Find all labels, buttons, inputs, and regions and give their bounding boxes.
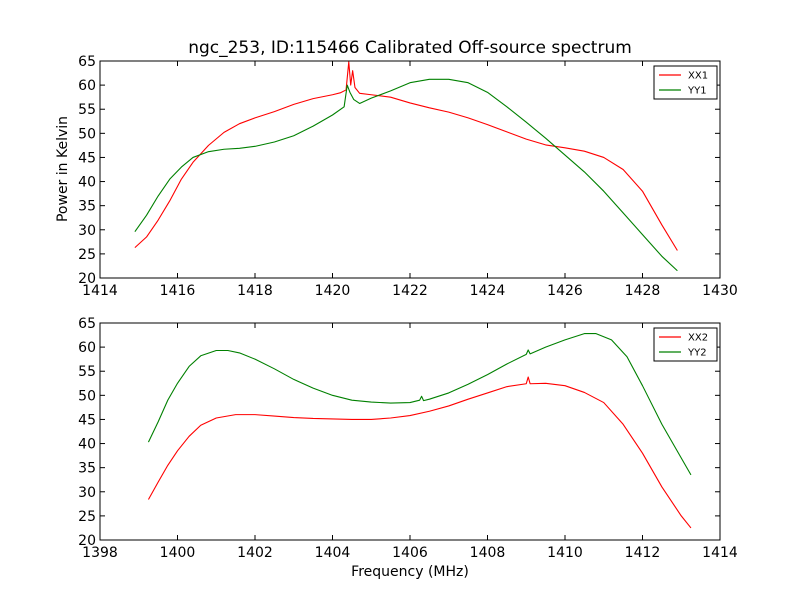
bottom-y-tick-label: 50 [78, 388, 96, 404]
top-x-tick-label: 1414 [82, 283, 118, 299]
top-x-tick-label: 1424 [470, 283, 506, 299]
top-series-line-yy1 [134, 78, 678, 272]
top-y-tick-label: 60 [78, 78, 96, 94]
top-legend-label-xx1: XX1 [688, 71, 708, 82]
bottom-legend-box [653, 327, 718, 362]
bottom-legend-label-yy2: YY2 [687, 348, 707, 359]
top-y-tick-label: 20 [78, 271, 96, 287]
bottom-chart-panel: 1398 1400 1402 1404 1406 1408 1410 1412 1414 20 25… [78, 316, 738, 561]
bottom-x-tick-label: 1398 [82, 545, 118, 561]
top-x-tick-label: 1426 [547, 283, 583, 299]
bottom-x-tick-label: 1410 [547, 545, 583, 561]
bottom-x-tick-label: 1402 [237, 545, 273, 561]
figure-title: ngc_253, ID:115466 Calibrated Off-source… [188, 38, 632, 58]
bottom-x-tick-label: 1404 [315, 545, 351, 561]
top-chart-panel: 1414 1416 1418 1420 1422 1424 1426 1428 1430 20 25… [78, 54, 738, 299]
top-y-tick-label: 25 [78, 247, 96, 263]
bottom-y-tick-label: 30 [78, 485, 96, 501]
top-legend-box [653, 65, 718, 100]
bottom-y-tick-label: 45 [78, 412, 96, 428]
bottom-x-tick-label: 1414 [702, 545, 738, 561]
bottom-y-tick-label: 65 [78, 316, 96, 332]
y-axis-label: Power in Kelvin [55, 116, 71, 222]
bottom-series-line-xx2 [147, 376, 692, 529]
top-y-tick-label: 40 [78, 175, 96, 191]
bottom-x-tick-label: 1406 [392, 545, 428, 561]
bottom-x-tick-label: 1412 [625, 545, 661, 561]
bottom-legend-label-xx2: XX2 [688, 333, 708, 344]
top-y-tick-label: 30 [78, 223, 96, 239]
bottom-y-tick-label: 40 [78, 437, 96, 453]
bottom-series-line-yy2 [147, 333, 692, 476]
top-x-tick-label: 1430 [702, 283, 738, 299]
top-series-line-xx1 [134, 61, 678, 251]
bottom-x-tick-label: 1400 [160, 545, 196, 561]
top-y-tick-label: 55 [78, 102, 96, 118]
top-y-tick-label: 65 [78, 54, 96, 70]
top-x-tick-label: 1422 [392, 283, 428, 299]
top-y-tick-label: 35 [78, 199, 96, 215]
top-x-tick-label: 1428 [625, 283, 661, 299]
bottom-y-tick-label: 60 [78, 340, 96, 356]
top-y-tick-label: 45 [78, 150, 96, 166]
bottom-y-tick-label: 35 [78, 461, 96, 477]
bottom-y-tick-label: 55 [78, 364, 96, 380]
bottom-y-tick-label: 20 [78, 533, 96, 549]
bottom-y-tick-label: 25 [78, 509, 96, 525]
top-y-tick-label: 50 [78, 126, 96, 142]
top-x-tick-label: 1416 [160, 283, 196, 299]
bottom-x-tick-label: 1408 [470, 545, 506, 561]
top-x-tick-label: 1420 [315, 283, 351, 299]
top-legend-label-yy1: YY1 [687, 86, 707, 97]
top-x-tick-label: 1418 [237, 283, 273, 299]
x-axis-label: Frequency (MHz) [351, 564, 469, 580]
